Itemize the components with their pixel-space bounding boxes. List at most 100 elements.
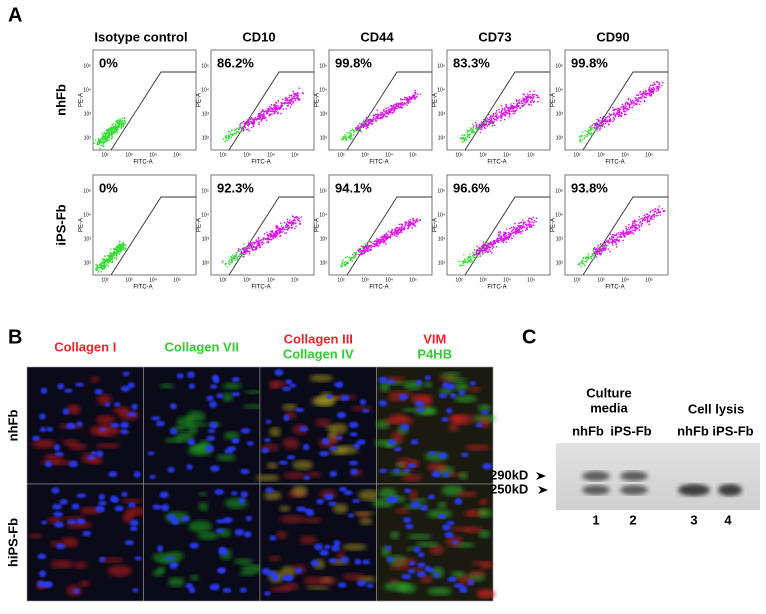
event-dot	[657, 215, 659, 217]
event-dot	[353, 134, 355, 136]
nucleus	[360, 399, 366, 405]
event-dot	[637, 100, 639, 102]
event-dot	[378, 118, 380, 120]
stain-label: VIM	[423, 331, 446, 346]
event-dot	[287, 229, 289, 231]
event-dot	[642, 217, 644, 219]
event-dot	[293, 219, 295, 221]
event-dot	[94, 142, 96, 144]
event-dot	[525, 97, 527, 99]
event-dot	[365, 128, 367, 130]
band	[582, 485, 610, 495]
event-dot	[593, 123, 595, 125]
stain	[159, 384, 174, 389]
nucleus	[320, 550, 329, 556]
event-dot	[409, 224, 411, 226]
x-tick-label: 10⁵	[409, 152, 417, 158]
event-dot	[384, 241, 386, 243]
event-dot	[395, 108, 397, 110]
event-dot	[401, 225, 403, 227]
event-dot	[525, 99, 527, 101]
y-axis-label: PE-A	[315, 93, 321, 107]
event-dot	[652, 90, 654, 92]
nucleus	[450, 393, 457, 398]
event-dot	[621, 112, 623, 114]
event-dot	[383, 242, 385, 244]
event-dot	[479, 252, 481, 254]
event-dot	[343, 136, 345, 138]
lane-number: 3	[690, 512, 697, 527]
event-dot	[121, 124, 123, 126]
nucleus	[232, 438, 240, 443]
event-dot	[637, 94, 639, 96]
event-dot	[224, 264, 226, 266]
lane-number: 2	[629, 512, 636, 527]
event-dot	[467, 256, 469, 258]
nucleus	[459, 589, 468, 593]
stain	[108, 565, 132, 576]
x-tick-label: 10²	[101, 152, 109, 158]
event-dot	[270, 108, 272, 110]
nucleus	[71, 504, 79, 510]
event-dot	[363, 252, 365, 254]
nucleus	[40, 427, 47, 432]
event-dot	[222, 260, 224, 262]
flow-plot: 94.1%10²10²10³10³10⁴10⁴10⁵10⁵PE-AFITC-A	[315, 175, 432, 291]
nucleus	[149, 475, 156, 479]
y-tick-label: 10⁵	[201, 63, 209, 69]
event-dot	[359, 126, 361, 128]
event-dot	[291, 104, 293, 106]
y-tick-label: 10²	[556, 260, 564, 266]
event-dot	[109, 255, 111, 257]
event-dot	[281, 231, 283, 233]
event-dot	[99, 142, 101, 144]
nucleus	[408, 569, 416, 574]
nucleus	[75, 383, 84, 387]
event-dot	[635, 103, 637, 105]
event-dot	[657, 90, 659, 92]
event-dot	[598, 120, 600, 122]
event-dot	[609, 113, 611, 115]
nucleus	[56, 543, 65, 549]
event-dot	[240, 132, 242, 134]
nucleus	[267, 571, 276, 576]
event-dot	[231, 261, 233, 263]
event-dot	[117, 247, 119, 249]
event-dot	[106, 258, 108, 260]
event-dot	[407, 98, 409, 100]
event-dot	[361, 245, 363, 247]
event-dot	[606, 121, 608, 123]
event-dot	[504, 238, 506, 240]
x-tick-label: 10²	[455, 152, 463, 158]
nucleus	[206, 396, 213, 402]
nucleus	[350, 432, 358, 436]
event-dot	[482, 253, 484, 255]
event-dot	[374, 243, 376, 245]
event-dot	[588, 256, 590, 258]
lane-label: iPS-Fb	[712, 423, 753, 438]
nucleus	[210, 384, 217, 388]
event-dot	[585, 130, 587, 132]
event-dot	[108, 132, 110, 134]
stain	[350, 406, 374, 411]
nucleus	[349, 422, 359, 428]
event-dot	[228, 134, 230, 136]
event-dot	[253, 123, 255, 125]
event-dot	[591, 124, 593, 126]
event-dot	[491, 119, 493, 121]
event-dot	[640, 218, 642, 220]
event-dot	[581, 263, 583, 265]
event-dot	[284, 232, 286, 234]
column-header: CD10	[242, 29, 275, 44]
event-dot	[272, 230, 274, 232]
event-dot	[282, 108, 284, 110]
event-dot	[519, 103, 521, 105]
stain	[465, 444, 490, 450]
event-dot	[345, 138, 347, 140]
event-dot	[412, 220, 414, 222]
nucleus	[338, 582, 347, 587]
event-dot	[623, 105, 625, 107]
event-dot	[531, 219, 533, 221]
event-dot	[246, 247, 248, 249]
event-dot	[597, 253, 599, 255]
